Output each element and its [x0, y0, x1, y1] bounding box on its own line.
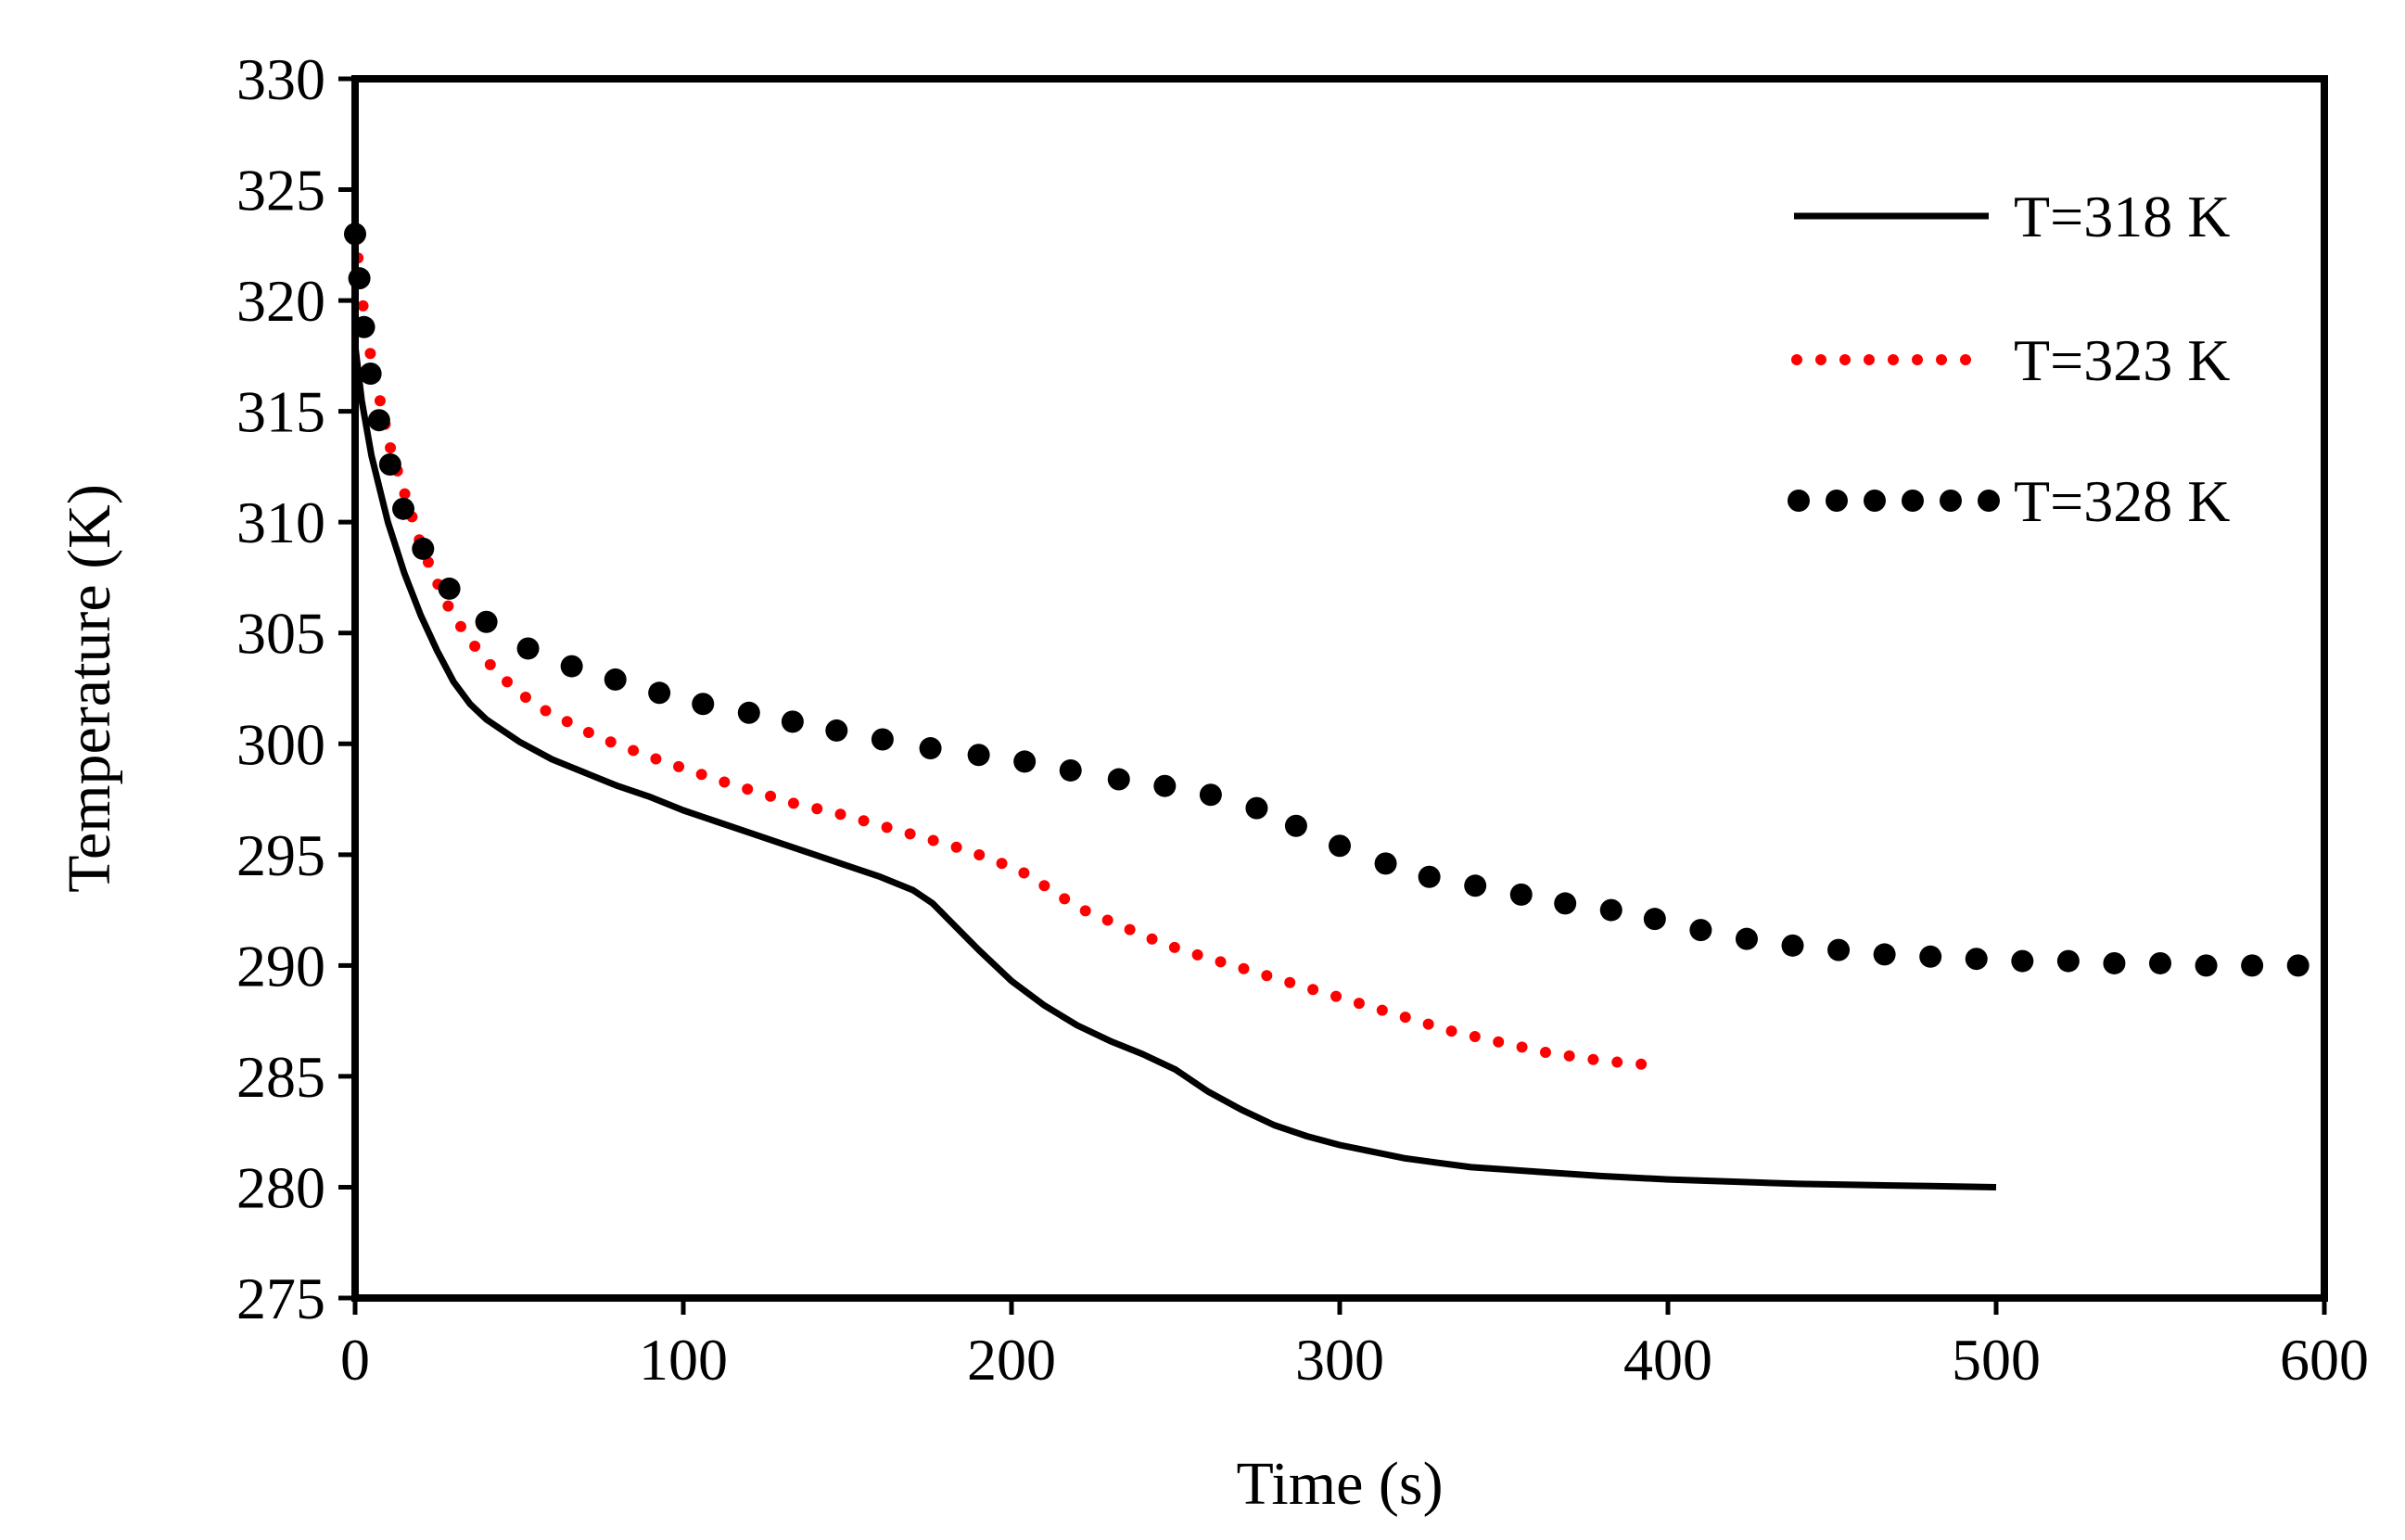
series-t328k-point — [1509, 883, 1533, 906]
y-axis-title: Temperature (K) — [56, 484, 123, 893]
series-t328k-point — [1599, 898, 1622, 922]
legend-label-t318: T=318 K — [2014, 184, 2230, 249]
series-t328k-point — [1827, 938, 1851, 961]
series-t328k-point — [648, 681, 671, 705]
y-tick-label: 320 — [236, 268, 325, 334]
series-t328k-point — [1329, 834, 1351, 858]
series-t328k-point — [604, 668, 627, 691]
y-tick-label: 280 — [236, 1154, 325, 1220]
legend-label-t323: T=323 K — [2014, 327, 2230, 393]
series-t328k-point — [781, 710, 804, 733]
plot-marks — [344, 223, 2310, 1190]
series-t328k-point — [560, 655, 583, 678]
series-t328k-point — [1418, 865, 1441, 888]
series-t328k-point — [737, 701, 760, 724]
series-t328k-point — [2286, 954, 2310, 977]
legend-point — [1940, 490, 1962, 512]
series-t328k-point — [1284, 814, 1307, 837]
series-t328k-point — [378, 453, 401, 477]
series-t328k-point — [967, 744, 990, 767]
y-tick-label: 275 — [236, 1266, 325, 1331]
legend-marker-t328 — [1788, 490, 2000, 512]
series-t323k-line — [350, 228, 1661, 1071]
series-t328k-point — [1013, 750, 1037, 773]
series-t328k-point — [1643, 908, 1666, 931]
series-t328k-point — [438, 577, 461, 600]
series-t328k-point — [1919, 945, 1942, 968]
series-t328k-point — [1107, 768, 1130, 791]
series-t328k-point — [359, 362, 382, 385]
series-t328k-point — [475, 610, 498, 633]
series-t328k-point — [1781, 934, 1804, 957]
series-t328k-point — [2241, 954, 2264, 977]
series-t328k-point — [1965, 948, 1988, 971]
y-tick-label: 315 — [236, 379, 325, 445]
series-t328k-point — [412, 537, 435, 560]
y-tick-label: 310 — [236, 490, 325, 555]
legend-point — [1978, 490, 2000, 512]
x-tick-label: 600 — [2280, 1327, 2369, 1393]
legend-point — [1788, 490, 1810, 512]
series-t328k-point — [392, 497, 415, 520]
series-t328k-point — [1735, 927, 1758, 950]
series-t328k-point — [2149, 951, 2171, 974]
series-t328k-point — [871, 728, 894, 751]
series-t328k-point — [692, 693, 715, 716]
y-tick-label: 295 — [236, 822, 325, 888]
series-t328k-point — [919, 737, 942, 760]
y-tick-label: 300 — [236, 711, 325, 777]
series-t328k-point — [1245, 796, 1268, 820]
legend-point — [1826, 490, 1848, 512]
y-tick-label: 290 — [236, 933, 325, 999]
x-tick-label: 0 — [340, 1327, 370, 1393]
x-tick-label: 100 — [639, 1327, 728, 1393]
y-tick-label: 330 — [236, 46, 325, 112]
series-t328k-point — [825, 719, 848, 742]
series-t328k-point — [1554, 892, 1577, 915]
x-tick-label: 400 — [1623, 1327, 1712, 1393]
series-t328k-point — [2056, 949, 2080, 973]
x-axis-title: Time (s) — [1236, 1450, 1443, 1518]
x-axis: 0 100 200 300 400 500 600 — [340, 1298, 2369, 1393]
legend-point — [1902, 490, 1924, 512]
x-tick-label: 200 — [967, 1327, 1056, 1393]
series-t328k-point — [2103, 951, 2126, 974]
y-tick-label: 285 — [236, 1044, 325, 1110]
y-tick-label: 325 — [236, 158, 325, 223]
y-axis: 275 280 285 290 295 300 305 310 315 320 325 330 — [236, 46, 355, 1331]
series-t328k-point — [1153, 774, 1177, 797]
series-t328k-point — [1059, 758, 1082, 782]
y-tick-label: 305 — [236, 601, 325, 667]
legend-label-t328: T=328 K — [2014, 468, 2230, 534]
series-t328k-point — [2195, 954, 2218, 977]
series-t328k-point — [1199, 783, 1222, 807]
legend-point — [1864, 490, 1886, 512]
series-t328k-point — [1689, 919, 1712, 942]
series-t328k-point — [1873, 943, 1896, 966]
series-t328k-point — [1464, 874, 1487, 897]
series-t328k-point — [1374, 852, 1397, 875]
legend: T=318 K T=323 K T=328 K — [1788, 184, 2230, 534]
x-tick-label: 500 — [1952, 1327, 2041, 1393]
series-t328k-point — [2011, 949, 2034, 973]
series-t328k-point — [516, 637, 540, 660]
series-t318k-line — [351, 344, 1997, 1190]
x-tick-label: 300 — [1295, 1327, 1384, 1393]
series-t328k-point — [367, 409, 390, 432]
